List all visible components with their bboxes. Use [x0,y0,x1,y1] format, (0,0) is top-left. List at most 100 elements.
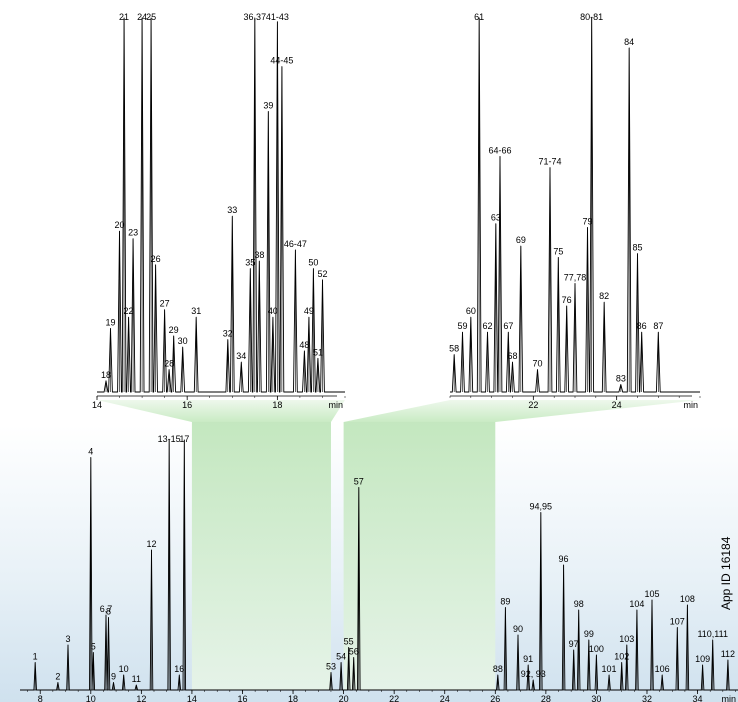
peak-label: 100 [589,644,604,654]
peak-label: 83 [616,374,626,384]
peak-label: 64-66 [488,145,511,155]
x-tick-label: 14 [92,400,102,410]
peak-label: 1 [33,652,38,662]
peak-label: 31 [191,306,201,316]
peak-label: 101 [602,664,617,674]
peak-label: 98 [574,599,584,609]
peak-label: 105 [645,589,660,599]
x-tick-label: 18 [272,400,282,410]
x-tick-label: 34 [693,694,703,702]
peak-label: 11 [132,674,141,684]
peak-label: 80-81 [580,12,603,22]
peak-label: 39 [263,101,273,111]
x-tick-label: 16 [182,400,192,410]
peak-label: 5 [91,642,96,652]
x-unit-label: min [328,400,343,410]
x-tick-label: 30 [591,694,601,702]
peak-label: 49 [304,306,314,316]
x-tick-label: 28 [541,694,551,702]
peak-label: 62 [482,321,492,331]
x-tick-label: 18 [288,694,298,702]
peak-label: 28 [164,359,174,369]
x-tick-label: 20 [339,694,349,702]
peak-label: 107 [670,617,685,627]
peak-label: 91 [523,654,533,664]
x-unit-label: min [683,400,698,410]
peak-label: 55 [344,637,354,647]
peak-label: 21 [119,12,129,22]
x-tick-label: 22 [528,400,538,410]
peak-label: 17 [179,434,189,444]
peak-label: 88 [493,664,503,674]
peak-label: 22 [124,306,134,316]
x-tick-label: 10 [86,694,96,702]
peak-label: 56 [349,647,359,657]
peak-label: 19 [106,317,116,327]
peak-label: 3 [66,634,71,644]
peak-label: 2 [55,672,60,682]
peak-label: 57 [354,477,364,487]
x-tick-label: 22 [389,694,399,702]
peak-label: 36,37 [244,12,267,22]
peak-label: 53 [326,662,336,672]
peak-label: 51 [313,347,323,357]
peak-label: 8 [106,607,111,617]
peak-label: 34 [236,351,246,361]
peak-label: 30 [178,336,188,346]
peak-label: 82 [599,291,609,301]
peak-label: 29 [169,325,179,335]
peak-label: 110,111 [697,629,728,639]
peak-label: 40 [268,306,278,316]
peak-label: 52 [317,269,327,279]
peak-label: 50 [308,258,318,268]
peak-label: 16 [174,664,184,674]
peak-label: 46-47 [284,239,307,249]
peak-label: 87 [653,321,663,331]
zoom-connector [97,400,345,422]
peak-label: 13-15 [158,434,181,444]
peak-label: 112 [721,649,735,659]
x-tick-label: 12 [136,694,146,702]
zoom-region-band [191,422,331,690]
peak-label: 90 [513,624,523,634]
peak-label: 61 [474,12,484,22]
chromatogram-trace [97,17,345,393]
peak-label: 104 [629,599,644,609]
zoom-connector [343,400,700,422]
peak-label: 84 [624,37,634,47]
peak-label: 71-74 [538,157,561,167]
peak-label: 4 [88,447,93,457]
peak-label: 86 [637,321,647,331]
peak-label: 25 [146,12,156,22]
peak-label: 96 [559,554,569,564]
peak-label: 27 [160,299,170,309]
peak-label: 35 [245,258,255,268]
zoom-region-band [343,422,496,690]
peak-label: 44-45 [270,56,293,66]
peak-label: 102 [614,652,629,662]
peak-label: 79 [582,216,592,226]
peak-label: 85 [632,243,642,253]
peak-label: 41-43 [266,12,289,22]
peak-label: 59 [457,321,467,331]
x-tick-label: 8 [38,694,43,702]
peak-label: 97 [569,639,579,649]
peak-label: 6,7 [100,604,113,614]
peak-label: 69 [516,235,526,245]
peak-label: 9 [111,672,116,682]
x-tick-label: 14 [187,694,197,702]
peak-label: 33 [227,205,237,215]
x-tick-label: 24 [612,400,622,410]
peak-label: 103 [619,634,634,644]
peak-label: 32 [223,329,233,339]
peak-label: 18 [101,370,111,380]
peak-label: 67 [503,321,513,331]
peak-label: 76 [562,295,572,305]
peak-label: 63 [491,213,501,223]
peak-label: 24 [137,12,147,22]
peak-label: 99 [584,629,594,639]
x-unit-label: min [721,694,736,702]
peak-label: 94,95 [530,502,553,512]
